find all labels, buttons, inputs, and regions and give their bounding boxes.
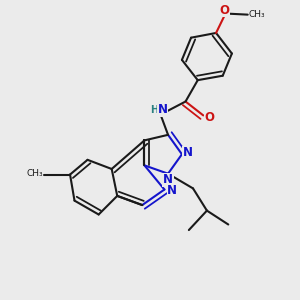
Text: H: H bbox=[150, 105, 158, 115]
Text: N: N bbox=[158, 103, 168, 116]
Text: O: O bbox=[219, 4, 229, 17]
Text: O: O bbox=[204, 111, 214, 124]
Text: N: N bbox=[167, 184, 177, 197]
Text: CH₃: CH₃ bbox=[248, 10, 265, 19]
Text: CH₃: CH₃ bbox=[27, 169, 44, 178]
Text: N: N bbox=[163, 173, 173, 186]
Text: N: N bbox=[183, 146, 193, 159]
